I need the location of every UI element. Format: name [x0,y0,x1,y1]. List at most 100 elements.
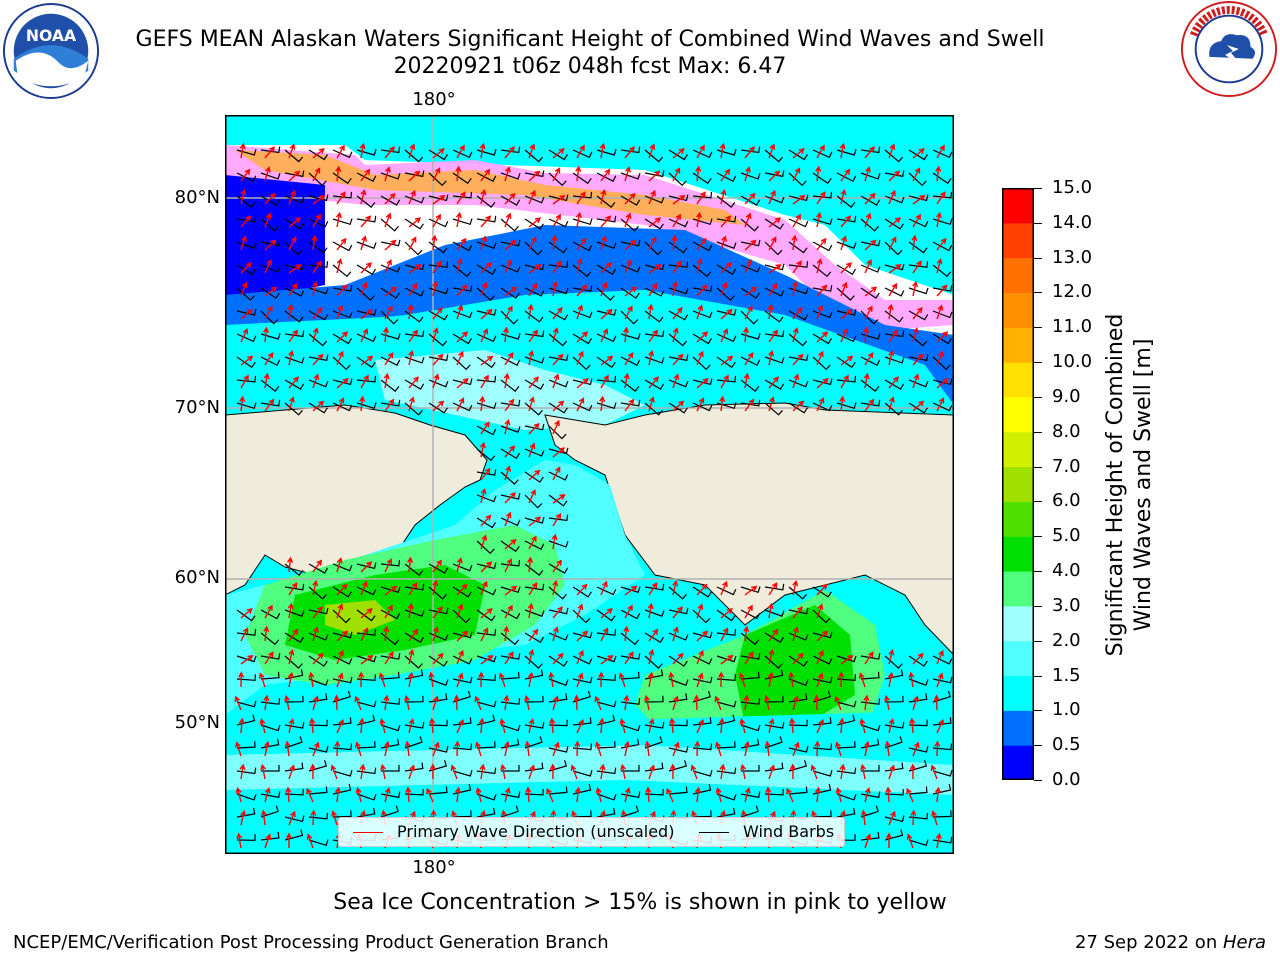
colorbar-cell [1002,675,1034,711]
wind-barb [668,354,689,362]
wave-direction-arrow [864,166,871,182]
wave-direction-arrow [645,786,652,803]
wind-barb [332,191,353,199]
wind-barb [572,378,593,386]
wind-barb [764,788,784,796]
wave-direction-arrow [384,192,396,205]
wave-direction-arrow [816,237,827,251]
wave-direction-arrow [576,258,583,274]
wind-barb [620,356,641,367]
wind-barb [236,834,256,841]
wave-direction-arrow [528,236,537,251]
wind-barb [932,717,952,726]
wave-direction-arrow [935,832,942,849]
wind-barb [692,285,713,292]
wave-direction-arrow [312,167,321,182]
wind-barb [716,402,737,410]
wind-barb [500,517,521,527]
wind-barb [548,494,568,507]
wave-direction-arrow [648,217,662,228]
wind-barb [620,671,640,680]
wave-direction-arrow [528,535,537,550]
wind-barb [476,309,497,316]
wave-direction-arrow [744,166,751,182]
wind-barb [548,402,568,414]
wind-barb [620,805,639,818]
wind-barb [284,788,304,796]
wind-barb [764,170,785,178]
wind-barb [596,264,617,276]
wave-direction-arrow [263,694,270,711]
wave-direction-arrow [284,694,290,711]
wave-direction-arrow [768,396,775,412]
wave-direction-arrow [383,694,390,711]
wave-direction-arrow [360,168,371,182]
wind-barb [404,788,424,796]
wind-barb [812,743,833,751]
wave-direction-arrow [264,258,272,274]
wave-direction-arrow [336,258,343,274]
wave-direction-arrow [504,604,513,619]
wave-direction-arrow [308,671,315,688]
wave-direction-arrow [816,718,824,734]
colorbar-tick-mark [1034,396,1042,398]
wind-barb [500,493,521,500]
wave-direction-arrow [696,191,706,205]
wind-barb [860,671,880,680]
wave-direction-arrow [528,469,541,481]
wave-direction-arrow [594,695,602,711]
wind-barb [716,172,737,183]
wave-direction-arrow [240,215,252,228]
wave-direction-arrow [336,672,344,688]
wave-direction-arrow [552,466,561,481]
wind-barb [476,674,496,681]
wave-direction-arrow [768,189,776,205]
wind-barb [332,333,352,345]
wind-barb [524,149,544,163]
wave-direction-arrow [480,168,491,182]
wave-direction-arrow [912,148,925,159]
wind-barb [260,310,279,325]
wind-barb [548,514,569,522]
wave-direction-arrow [408,329,419,343]
wind-barb [332,717,352,726]
wind-barb [308,194,329,202]
wave-direction-arrow [360,374,369,389]
wind-barb [524,379,545,390]
wave-direction-arrow [480,467,491,481]
wave-direction-arrow [864,286,878,297]
wave-direction-arrow [576,304,584,320]
wave-direction-arrow [935,211,942,228]
wind-barb [740,333,761,340]
wind-barb [692,241,713,252]
wave-direction-arrow [860,763,867,780]
wave-direction-arrow [840,281,848,297]
wind-barb [572,810,592,818]
wind-barb [308,839,329,847]
wind-barb [596,309,617,316]
wave-direction-arrow [552,148,565,159]
wave-direction-arrow [288,217,302,228]
wind-barb [452,743,473,751]
wave-direction-arrow [408,648,415,665]
wave-direction-arrow [696,603,704,619]
wave-direction-arrow [768,329,779,343]
colorbar-tick-mark [1034,571,1042,573]
wind-barb [524,471,544,483]
wind-barb [452,655,473,665]
wind-barb [836,172,857,183]
wind-barb [548,354,569,362]
wind-barb [548,218,569,228]
wind-barb [356,333,377,343]
wave-direction-arrow [600,328,609,343]
wave-direction-arrow [528,718,535,734]
wave-direction-arrow [672,148,685,159]
wind-barb [452,333,472,345]
wave-direction-arrow [408,396,415,412]
wind-barb [812,402,833,412]
wind-barb [692,770,713,777]
wind-barb [716,674,736,681]
wind-barb [524,632,545,644]
wind-barb [716,356,736,369]
wind-barb [500,698,521,705]
